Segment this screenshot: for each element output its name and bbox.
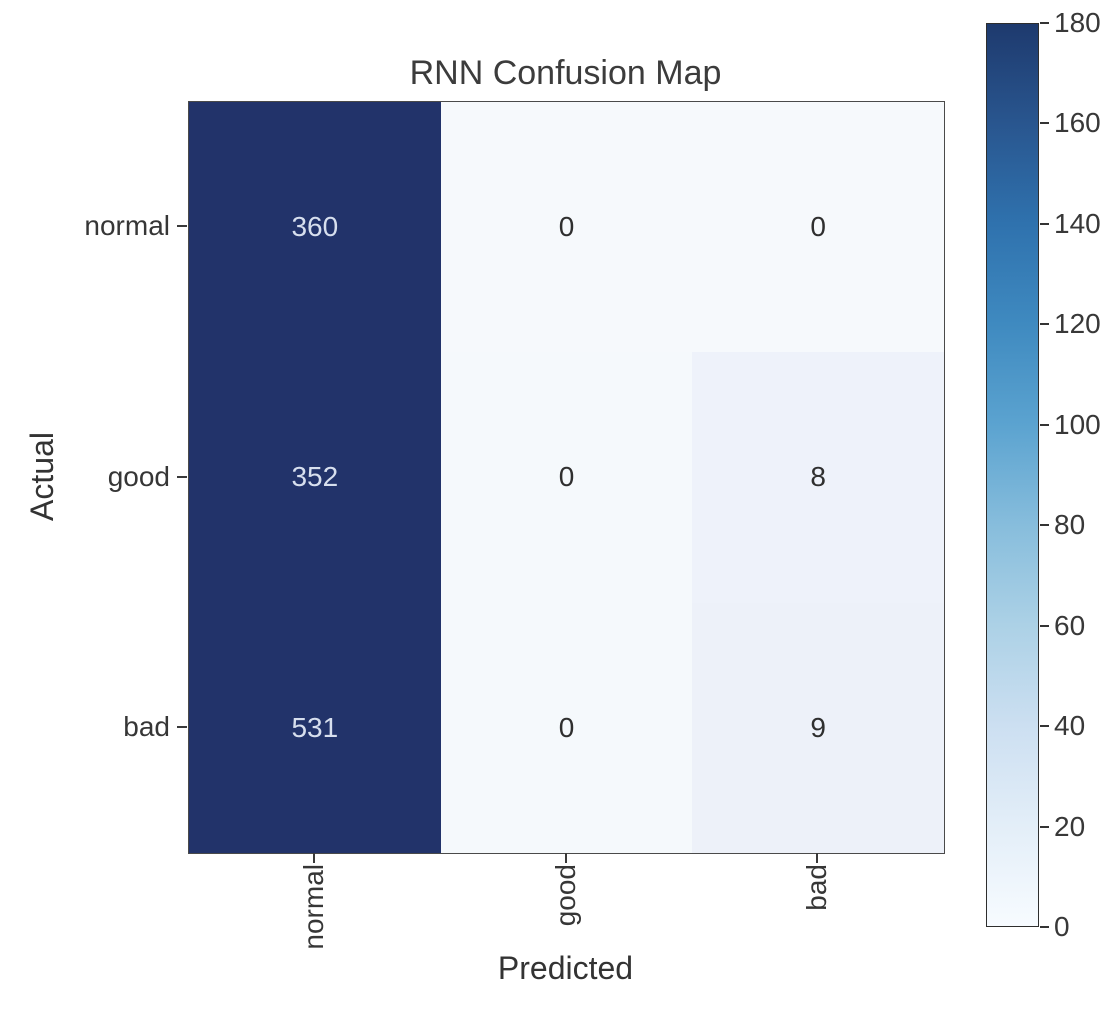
- y-axis-tick-good: [177, 476, 187, 478]
- colorbar-label-20: 20: [1054, 811, 1086, 842]
- y-axis-tick-bad: [177, 726, 187, 728]
- colorbar: [986, 23, 1039, 927]
- heatmap-cell-actual-bad-pred-bad: 9: [692, 602, 944, 853]
- colorbar-tick-60: [1040, 625, 1049, 627]
- colorbar-label-80: 80: [1054, 509, 1086, 540]
- colorbar-label-140: 140: [1054, 208, 1101, 239]
- heatmap-cell-actual-bad-pred-good: 0: [440, 602, 693, 853]
- x-axis-tick-good: [565, 853, 567, 863]
- colorbar-tick-0: [1040, 926, 1049, 928]
- colorbar-tick-180: [1040, 22, 1049, 24]
- colorbar-tick-20: [1040, 826, 1049, 828]
- colorbar-label-180: 180: [1054, 7, 1101, 38]
- colorbar-tick-140: [1040, 223, 1049, 225]
- colorbar-tick-100: [1040, 424, 1049, 426]
- colorbar-tick-40: [1040, 725, 1049, 727]
- y-axis-tick-normal: [177, 225, 187, 227]
- heatmap-cell-actual-good-pred-normal: 352: [189, 352, 441, 603]
- chart-title: RNN Confusion Map: [409, 54, 722, 92]
- heatmap-cell-actual-good-pred-good: 0: [440, 352, 693, 603]
- colorbar-label-120: 120: [1054, 308, 1101, 339]
- x-axis-title: Predicted: [497, 950, 634, 986]
- y-axis-title-wrap: Actual: [22, 101, 62, 852]
- heatmap-cell-actual-normal-pred-bad: 0: [692, 102, 944, 353]
- colorbar-label-160: 160: [1054, 107, 1101, 138]
- x-tick-label-good: good: [550, 864, 581, 927]
- heatmap-cell-actual-good-pred-bad: 8: [692, 352, 944, 603]
- heatmap-cell-actual-normal-pred-normal: 360: [189, 102, 441, 353]
- x-axis-tick-normal: [313, 853, 315, 863]
- heatmap-grid: 360 0 0 352 0 8 531 0 9: [188, 101, 945, 854]
- x-tick-label-bad: bad: [801, 864, 832, 911]
- heatmap-cell-actual-bad-pred-normal: 531: [189, 602, 441, 853]
- y-tick-label-good: good: [107, 461, 170, 492]
- colorbar-tick-120: [1040, 323, 1049, 325]
- x-tick-label-normal: normal: [298, 864, 329, 950]
- x-axis-tick-bad: [816, 853, 818, 863]
- y-axis-title: Actual: [24, 432, 60, 521]
- y-tick-label-normal: normal: [84, 210, 170, 241]
- colorbar-tick-80: [1040, 524, 1049, 526]
- colorbar-label-100: 100: [1054, 409, 1101, 440]
- colorbar-label-40: 40: [1054, 710, 1086, 741]
- colorbar-tick-160: [1040, 122, 1049, 124]
- heatmap-cell-actual-normal-pred-good: 0: [440, 102, 693, 353]
- y-tick-label-bad: bad: [123, 711, 170, 742]
- colorbar-label-60: 60: [1054, 610, 1086, 641]
- colorbar-label-0: 0: [1054, 911, 1070, 942]
